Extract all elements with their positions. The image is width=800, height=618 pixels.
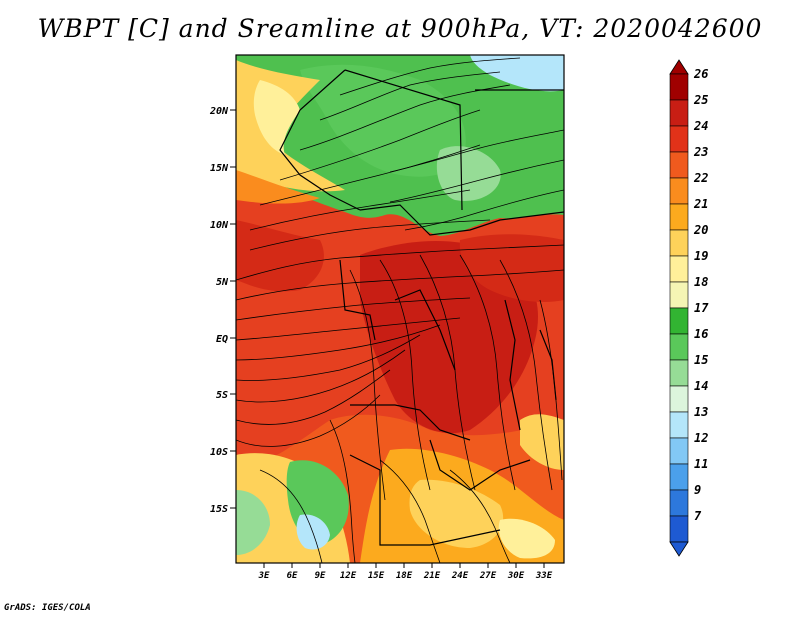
colorbar: 26 25 24 23 22 21 20 19 18 17 16 15 14 13 12 11 9 7: [669, 59, 709, 557]
colorbar-label: 18: [694, 275, 708, 289]
colorbar-swatch: [669, 229, 689, 257]
map-frame: [235, 54, 565, 564]
lat-label: 20N: [209, 106, 229, 117]
colorbar-swatch: [669, 437, 689, 465]
colorbar-swatch: [669, 203, 689, 231]
lat-label: 5S: [216, 390, 228, 401]
colorbar-label: 24: [693, 119, 708, 133]
colorbar-label: 22: [693, 171, 708, 185]
colorbar-label: 20: [693, 223, 708, 237]
lat-label: EQ: [216, 334, 228, 345]
lat-label: 10N: [210, 220, 229, 231]
colorbar-label: 26: [693, 67, 708, 81]
lon-label: 24E: [451, 571, 469, 581]
colorbar-swatch: [669, 385, 689, 413]
lon-label: 21E: [423, 571, 441, 581]
lon-label: 6E: [287, 571, 298, 581]
colorbar-label: 15: [694, 353, 708, 367]
colorbar-swatch: [669, 177, 689, 205]
colorbar-label: 9: [694, 483, 701, 497]
lon-label: 30E: [507, 571, 525, 581]
lon-label: 27E: [479, 571, 497, 581]
colorbar-swatch: [669, 255, 689, 283]
lon-label: 9E: [315, 571, 326, 581]
colorbar-swatch: [669, 359, 689, 387]
colorbar-swatch: [669, 515, 689, 543]
footer-credit: GrADS: IGES/COLA: [4, 603, 91, 613]
colorbar-top-arrow: [669, 59, 689, 75]
lat-label: 15N: [210, 163, 229, 174]
colorbar-swatch: [669, 151, 689, 179]
shaded-field: [236, 55, 564, 563]
lon-label: 15E: [368, 571, 385, 581]
colorbar-label: 25: [693, 93, 708, 107]
lat-label: 10S: [210, 447, 228, 458]
colorbar-label: 7: [694, 509, 702, 523]
colorbar-bottom-arrow: [669, 541, 689, 557]
colorbar-swatch: [669, 281, 689, 309]
colorbar-swatch: [669, 307, 689, 335]
colorbar-label: 23: [693, 145, 708, 159]
colorbar-label: 16: [694, 327, 708, 341]
colorbar-label: 11: [694, 457, 708, 471]
colorbar-swatch: [669, 125, 689, 153]
colorbar-label: 12: [694, 431, 708, 445]
lon-ticks: [263, 563, 545, 568]
colorbar-label: 21: [693, 197, 708, 211]
colorbar-swatch: [669, 73, 689, 101]
colorbar-label: 14: [694, 379, 708, 393]
colorbar-swatch: [669, 333, 689, 361]
lon-label: 33E: [535, 571, 553, 581]
chart-title: WBPT [C] and Sreamline at 900hPa, VT: 20…: [37, 14, 763, 43]
lon-label: 18E: [396, 571, 413, 581]
lat-label: 5N: [216, 277, 229, 288]
colorbar-label: 17: [694, 301, 709, 315]
colorbar-swatch: [669, 463, 689, 491]
lat-label: 15S: [210, 504, 228, 515]
lon-label: 3E: [258, 571, 270, 581]
streamlines: [236, 57, 564, 563]
country-borders: [279, 69, 564, 546]
colorbar-swatch: [669, 489, 689, 517]
colorbar-swatch: [669, 99, 689, 127]
colorbar-swatch: [669, 411, 689, 439]
lon-label: 12E: [340, 571, 357, 581]
colorbar-label: 19: [694, 249, 708, 263]
lat-ticks: [230, 109, 236, 509]
colorbar-label: 13: [694, 405, 708, 419]
